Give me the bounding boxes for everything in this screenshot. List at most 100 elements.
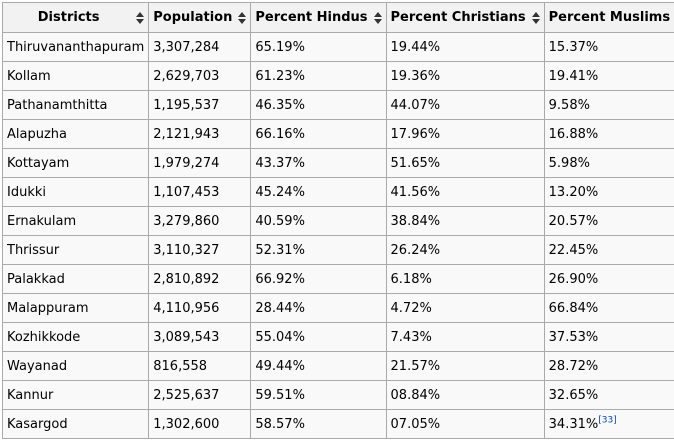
table-header-row: Districts Population Percent Hindus Percent…	[1, 2, 674, 33]
cell-district: Kannur	[1, 380, 150, 410]
cell-christians: 26.24%	[385, 235, 545, 265]
cell-value: Kottayam	[7, 155, 70, 171]
table-row: Malappuram 4,110,956 28.44% 4.72% 66.84%	[1, 293, 674, 323]
table-row: Kottayam 1,979,274 43.37% 51.65% 5.98%	[1, 148, 674, 178]
cell-christians: 21.57%	[385, 351, 545, 381]
cell-value: 2,629,703	[153, 68, 220, 84]
cell-christians: 08.84%	[385, 380, 545, 410]
cell-value: 26.24%	[390, 242, 441, 258]
cell-value: 3,110,327	[153, 242, 220, 258]
table-row: Idukki 1,107,453 45.24% 41.56% 13.20%	[1, 177, 674, 207]
table-row: Thiruvananthapuram 3,307,284 65.19% 19.44% 1…	[1, 32, 674, 62]
cell-population: 3,110,327	[148, 235, 252, 265]
cell-muslims: 26.90%	[543, 264, 674, 294]
cell-district: Thiruvananthapuram	[1, 32, 150, 62]
table-row: Thrissur 3,110,327 52.31% 26.24% 22.45%	[1, 235, 674, 265]
column-header-label: Percent Christians	[390, 10, 526, 25]
citation-link[interactable]: [33]	[598, 415, 617, 426]
sort-arrows-icon[interactable]	[531, 11, 540, 24]
cell-value: 07.05%	[390, 416, 441, 432]
table-body: Thiruvananthapuram 3,307,284 65.19% 19.44% 1…	[1, 32, 674, 439]
cell-value: 20.57%	[548, 213, 599, 229]
cell-hindus: 65.19%	[250, 32, 387, 62]
cell-value: 66.16%	[255, 126, 305, 142]
column-header-district[interactable]: Districts	[1, 2, 150, 33]
cell-hindus: 58.57%	[250, 409, 387, 439]
cell-value: 2,810,892	[153, 271, 220, 287]
cell-value: 28.44%	[255, 300, 305, 316]
cell-value: 32.65%	[548, 387, 599, 403]
cell-value: 22.45%	[548, 242, 599, 258]
cell-district: Palakkad	[1, 264, 150, 294]
cell-hindus: 49.44%	[250, 351, 387, 381]
cell-value: 4.72%	[390, 300, 432, 316]
cell-hindus: 66.16%	[250, 119, 387, 149]
cell-value: 19.44%	[390, 39, 441, 55]
table-row: Kannur 2,525,637 59.51% 08.84% 32.65%	[1, 380, 674, 410]
cell-value: 3,279,860	[153, 213, 220, 229]
cell-value: 17.96%	[390, 126, 441, 142]
cell-christians: 38.84%	[385, 206, 545, 236]
sort-arrows-icon[interactable]	[373, 11, 382, 24]
cell-value: 6.18%	[390, 271, 432, 287]
cell-value: 1,195,537	[153, 97, 220, 113]
cell-christians: 44.07%	[385, 90, 545, 120]
sort-arrows-icon[interactable]	[238, 11, 247, 24]
cell-muslims: 22.45%	[543, 235, 674, 265]
cell-population: 2,121,943	[148, 119, 252, 149]
cell-christians: 7.43%	[385, 322, 545, 352]
table-row: Wayanad 816,558 49.44% 21.57% 28.72%	[1, 351, 674, 381]
cell-hindus: 28.44%	[250, 293, 387, 323]
cell-hindus: 52.31%	[250, 235, 387, 265]
sort-arrows-icon[interactable]	[136, 11, 145, 24]
table-row: Kozhikkode 3,089,543 55.04% 7.43% 37.53%	[1, 322, 674, 352]
cell-district: Malappuram	[1, 293, 150, 323]
cell-population: 2,810,892	[148, 264, 252, 294]
cell-district: Kottayam	[1, 148, 150, 178]
cell-population: 2,525,637	[148, 380, 252, 410]
cell-hindus: 66.92%	[250, 264, 387, 294]
cell-population: 4,110,956	[148, 293, 252, 323]
cell-district: Kozhikkode	[1, 322, 150, 352]
cell-value: 61.23%	[255, 68, 305, 84]
cell-district: Wayanad	[1, 351, 150, 381]
cell-value: 43.37%	[255, 155, 305, 171]
cell-muslims: 28.72%	[543, 351, 674, 381]
cell-value: 49.44%	[255, 358, 305, 374]
column-header-label: Population	[153, 10, 233, 25]
cell-value: 52.31%	[255, 242, 305, 258]
column-header-christians[interactable]: Percent Christians	[385, 2, 545, 33]
cell-hindus: 40.59%	[250, 206, 387, 236]
table-row: Ernakulam 3,279,860 40.59% 38.84% 20.57%	[1, 206, 674, 236]
column-header-label: Percent Muslims	[548, 10, 671, 25]
cell-muslims: 15.37%	[543, 32, 674, 62]
cell-value: Idukki	[7, 184, 46, 200]
column-header-muslims[interactable]: Percent Muslims	[543, 2, 674, 33]
cell-christians: 4.72%	[385, 293, 545, 323]
cell-value: 66.92%	[255, 271, 305, 287]
cell-value: 15.37%	[548, 39, 599, 55]
cell-value: 40.59%	[255, 213, 305, 229]
cell-value: 4,110,956	[153, 300, 220, 316]
cell-value: 7.43%	[390, 329, 432, 345]
cell-muslims: 16.88%	[543, 119, 674, 149]
column-header-label: Percent Hindus	[255, 10, 368, 25]
column-header-hindus[interactable]: Percent Hindus	[250, 2, 387, 33]
cell-value: Pathanamthitta	[7, 97, 108, 113]
table-row: Kasargod 1,302,600 58.57% 07.05% 34.31%[33]	[1, 409, 674, 439]
cell-value: Thrissur	[7, 242, 60, 258]
cell-value: 19.41%	[548, 68, 599, 84]
cell-value: 59.51%	[255, 387, 305, 403]
column-header-population[interactable]: Population	[148, 2, 252, 33]
cell-value: 38.84%	[390, 213, 441, 229]
table-row: Palakkad 2,810,892 66.92% 6.18% 26.90%	[1, 264, 674, 294]
cell-hindus: 61.23%	[250, 61, 387, 91]
cell-christians: 6.18%	[385, 264, 545, 294]
cell-value: Kozhikkode	[7, 329, 81, 345]
cell-value: 28.72%	[548, 358, 599, 374]
cell-value: Wayanad	[7, 358, 68, 374]
table-row: Pathanamthitta 1,195,537 46.35% 44.07% 9.58%	[1, 90, 674, 120]
cell-muslims: 37.53%	[543, 322, 674, 352]
cell-value: 21.57%	[390, 358, 441, 374]
